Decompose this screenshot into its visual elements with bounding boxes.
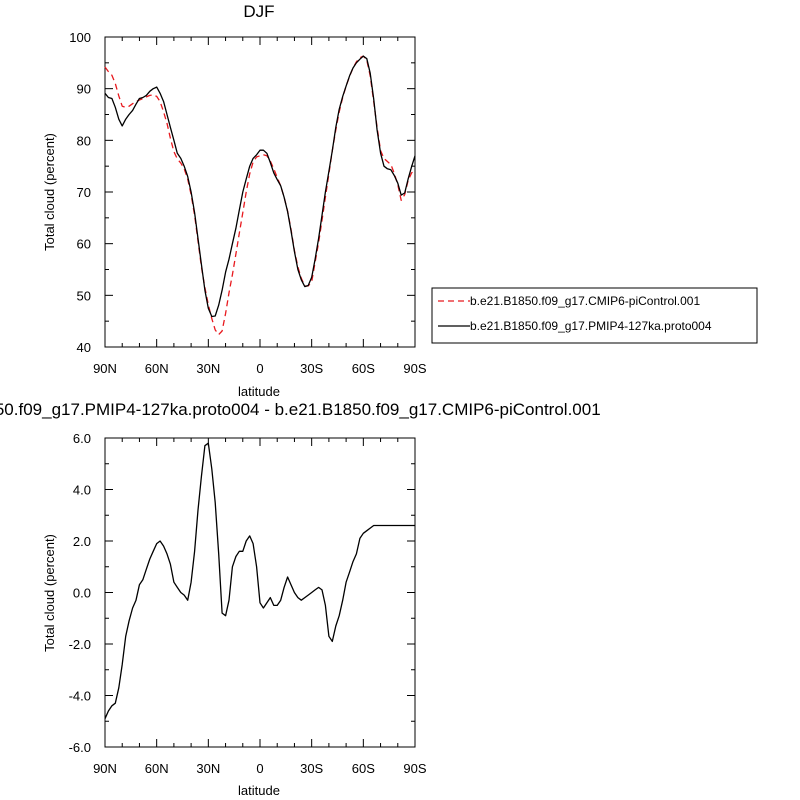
- bottom-chart-title: b.e21.B1850.f09_g17.PMIP4-127ka.proto004…: [0, 400, 601, 419]
- top-y-tick-label: 50: [77, 288, 91, 303]
- top-x-axis-label: latitude: [238, 384, 280, 399]
- bottom-y-ticks: 6.0 4.0 2.0 0.0 -2.0 -4.0 -6.0: [69, 431, 415, 755]
- top-series-line-1: [104, 55, 416, 318]
- top-series-line-0: [104, 55, 416, 336]
- bottom-panel: b.e21.B1850.f09_g17.PMIP4-127ka.proto004…: [0, 400, 601, 798]
- bottom-x-tick-label: 90N: [93, 761, 117, 776]
- bottom-x-axis-label: latitude: [238, 783, 280, 798]
- bottom-y-tick-label: 2.0: [73, 534, 91, 549]
- bottom-x-tick-label: 60N: [145, 761, 169, 776]
- bottom-y-tick-label: 4.0: [73, 483, 91, 498]
- bottom-x-tick-label: 30S: [300, 761, 323, 776]
- top-y-tick-label: 60: [77, 237, 91, 252]
- bottom-series-lines: [104, 442, 415, 719]
- top-x-tick-label: 90N: [93, 361, 117, 376]
- bottom-y-tick-label: -4.0: [69, 689, 91, 704]
- bottom-x-tick-label: 60S: [352, 761, 375, 776]
- bottom-plot-frame: [104, 437, 416, 748]
- bottom-x-tick-label: 30N: [196, 761, 220, 776]
- top-plot-frame: [104, 36, 416, 348]
- top-y-ticks: 100 90 80 70 60 50 40: [69, 30, 415, 355]
- bottom-y-tick-label: -2.0: [69, 637, 91, 652]
- bottom-x-tick-label: 90S: [403, 761, 426, 776]
- bottom-x-tick-label: 0: [256, 761, 263, 776]
- top-x-tick-label: 30N: [196, 361, 220, 376]
- top-y-axis-label: Total cloud (percent): [42, 133, 57, 251]
- legend-box: [431, 287, 758, 344]
- top-x-tick-label: 0: [256, 361, 263, 376]
- bottom-series-line-0: [104, 442, 415, 719]
- top-x-tick-label: 60N: [145, 361, 169, 376]
- bottom-y-tick-label: 6.0: [73, 431, 91, 446]
- legend-label-picontrol: b.e21.B1850.f09_g17.CMIP6-piControl.001: [470, 294, 700, 308]
- bottom-x-ticks: 90N 60N 30N 0 30S 60S 90S: [93, 438, 427, 776]
- top-chart-title: DJF: [243, 2, 274, 21]
- top-series-lines: [104, 55, 416, 336]
- top-y-tick-label: 90: [77, 82, 91, 97]
- top-x-tick-label: 30S: [300, 361, 323, 376]
- bottom-y-axis-label: Total cloud (percent): [42, 534, 57, 652]
- top-x-tick-label: 60S: [352, 361, 375, 376]
- legend-label-pmip4: b.e21.B1850.f09_g17.PMIP4-127ka.proto004: [470, 319, 712, 333]
- top-x-ticks: 90N 60N 30N 0 30S 60S 90S: [93, 37, 427, 376]
- top-x-tick-label: 90S: [403, 361, 426, 376]
- top-y-tick-label: 40: [77, 340, 91, 355]
- legend: b.e21.B1850.f09_g17.CMIP6-piControl.001 …: [431, 287, 758, 344]
- bottom-y-tick-label: -6.0: [69, 740, 91, 755]
- bottom-y-tick-label: 0.0: [73, 586, 91, 601]
- top-y-tick-label: 70: [77, 185, 91, 200]
- top-y-tick-label: 80: [77, 133, 91, 148]
- top-y-tick-label: 100: [69, 30, 91, 45]
